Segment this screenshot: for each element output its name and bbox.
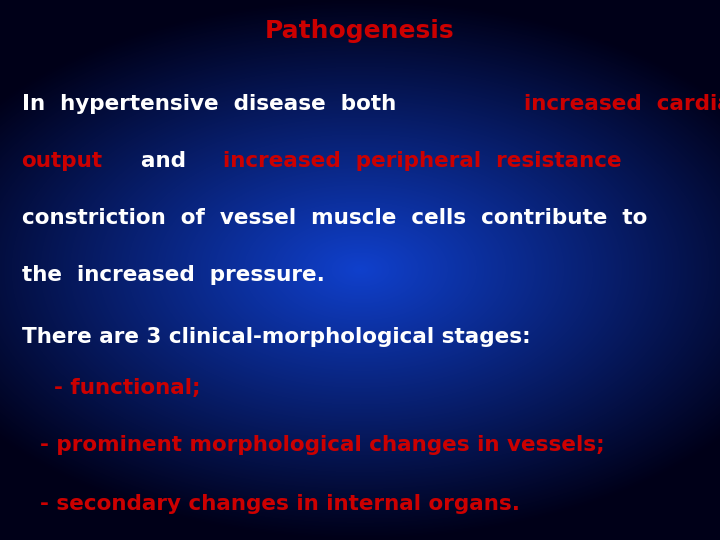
Text: the  increased  pressure.: the increased pressure. (22, 265, 325, 285)
Text: constriction  of  vessel  muscle  cells  contribute  to: constriction of vessel muscle cells cont… (22, 208, 647, 228)
Text: increased  cardiac: increased cardiac (524, 94, 720, 114)
Text: output: output (22, 151, 103, 171)
Text: Pathogenesis: Pathogenesis (265, 19, 455, 43)
Text: increased  peripheral  resistance: increased peripheral resistance (223, 151, 621, 171)
Text: - functional;: - functional; (54, 378, 200, 398)
Text: In  hypertensive  disease  both: In hypertensive disease both (22, 94, 411, 114)
Text: There are 3 clinical-morphological stages:: There are 3 clinical-morphological stage… (22, 327, 530, 347)
Text: - prominent morphological changes in vessels;: - prominent morphological changes in ves… (40, 435, 604, 455)
Text: and: and (126, 151, 202, 171)
Text: - secondary changes in internal organs.: - secondary changes in internal organs. (40, 494, 520, 514)
